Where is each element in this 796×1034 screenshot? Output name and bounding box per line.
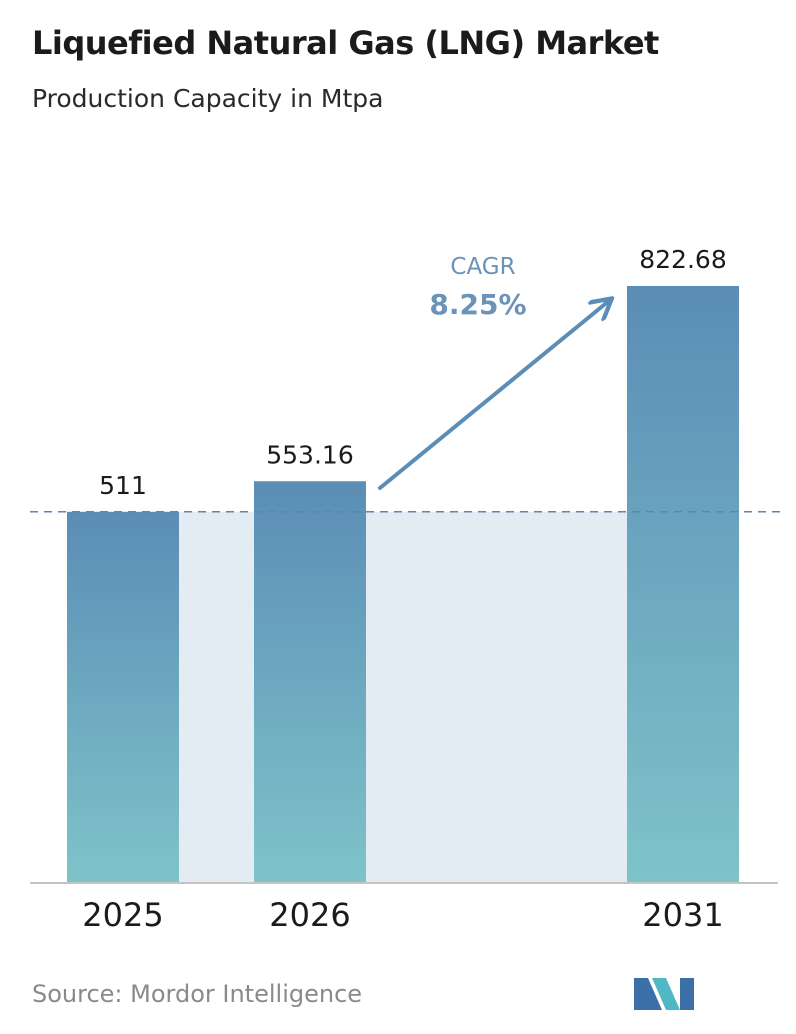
- background-band-group: [179, 511, 627, 882]
- mordor-intelligence-logo-icon: [634, 978, 694, 1010]
- source-text: Source: Mordor Intelligence: [32, 980, 363, 1008]
- x-tick-label-2025: 2025: [82, 896, 163, 934]
- cagr-label: CAGR: [450, 254, 515, 280]
- logo-shape-middle: [652, 978, 680, 1010]
- cagr-value: 8.25%: [429, 288, 526, 321]
- logo-shape-left: [634, 978, 662, 1010]
- bar-2026: [254, 481, 366, 882]
- value-label-2025: 511: [99, 471, 147, 500]
- value-label-2031: 822.68: [639, 245, 726, 274]
- value-label-group: 511 553.16 822.68: [99, 245, 727, 500]
- value-label-2026: 553.16: [266, 440, 353, 469]
- x-tick-label-2026: 2026: [269, 896, 350, 934]
- reference-band: [179, 511, 627, 882]
- chart-title: Liquefied Natural Gas (LNG) Market: [32, 24, 659, 62]
- bar-2031: [627, 286, 739, 882]
- bar-2025: [67, 511, 179, 882]
- x-tick-label-group: 2025 2026 2031: [82, 896, 723, 934]
- cagr-arrow: [378, 300, 610, 490]
- logo-shape-right: [680, 978, 694, 1010]
- bar-group: [67, 286, 739, 882]
- x-tick-label-2031: 2031: [642, 896, 723, 934]
- chart-subtitle: Production Capacity in Mtpa: [32, 84, 384, 113]
